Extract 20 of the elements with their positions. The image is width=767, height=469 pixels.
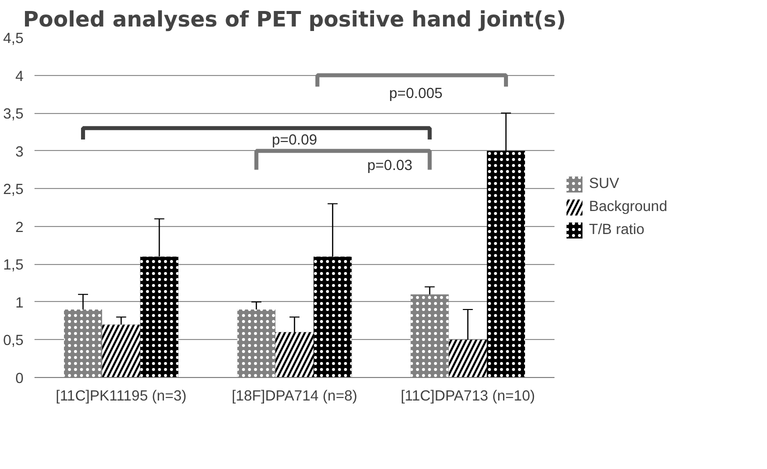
legend-label: T/B ratio	[589, 222, 644, 238]
y-tick-label: 0,5	[3, 333, 24, 350]
y-tick-label: 3	[15, 144, 24, 160]
y-tick-label: 0	[15, 371, 24, 387]
x-tick-label: [18F]DPA714 (n=8)	[232, 388, 358, 404]
y-tick-label: 2	[15, 220, 24, 236]
annotation: p=0.03	[367, 158, 412, 174]
legend-label: SUV	[589, 176, 620, 192]
x-tick-label: [11C]PK11195 (n=3)	[56, 388, 187, 404]
legend-label: Background	[589, 199, 668, 215]
y-tick-label: 2,5	[3, 182, 24, 198]
y-tick-label: 3,5	[3, 106, 24, 123]
annotation: p=0.005	[389, 86, 443, 102]
chart-title: Pooled analyses of PET positive hand joint(s)	[23, 8, 566, 32]
y-tick-label: 4,5	[3, 31, 24, 47]
y-tick-label: 1,5	[3, 258, 24, 274]
annotation: p=0.09	[272, 132, 318, 148]
y-tick-label: 4	[15, 68, 24, 85]
x-tick-label: [11C]DPA713 (n=10)	[400, 388, 535, 404]
y-tick-label: 1	[15, 295, 24, 312]
